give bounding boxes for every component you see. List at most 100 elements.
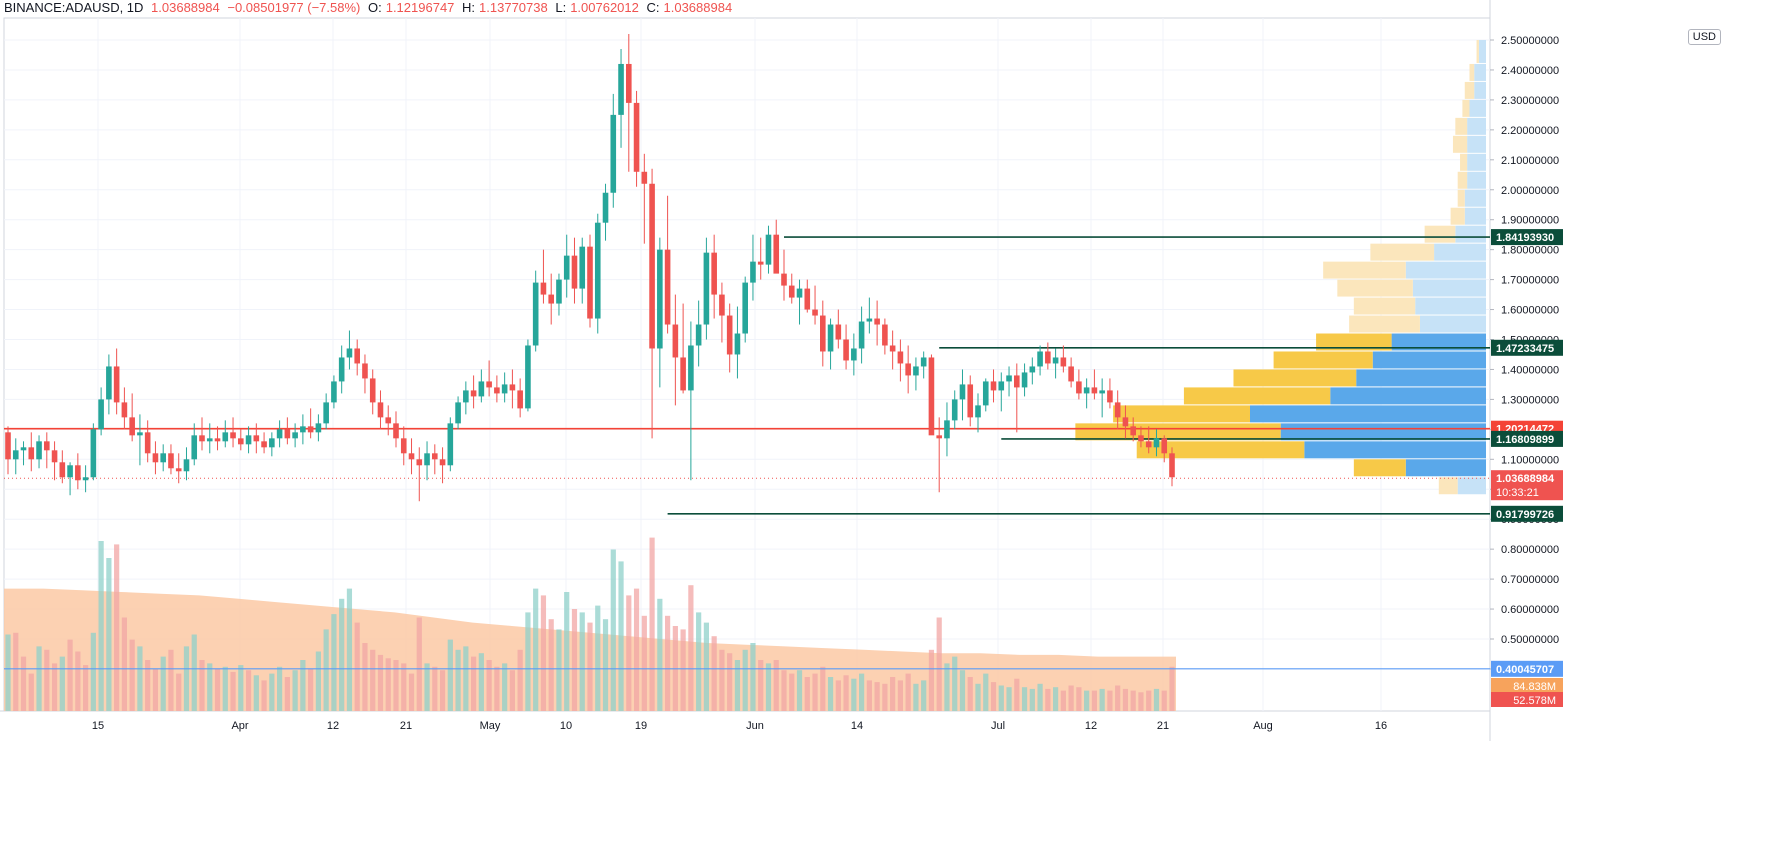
candle-body	[206, 438, 213, 442]
price-tick-label: 0.80000000	[1501, 544, 1559, 556]
volume-bar	[517, 649, 523, 711]
time-tick-label: May	[480, 720, 501, 732]
volume-bar	[773, 660, 779, 711]
symbol-label[interactable]: BINANCE:ADAUSD, 1D	[4, 0, 144, 15]
volume-bar	[245, 670, 252, 711]
vp-bar-down	[1330, 387, 1486, 405]
vp-bar-up	[1323, 261, 1406, 279]
volume-bar	[851, 678, 857, 711]
price-tick-label: 2.50000000	[1501, 35, 1559, 47]
currency-button[interactable]: USD	[1687, 29, 1721, 45]
vp-bar-down	[1467, 153, 1486, 171]
volume-bar	[789, 673, 795, 711]
candle-body	[944, 420, 950, 439]
candle-body	[455, 402, 461, 424]
candle-body	[1114, 402, 1121, 418]
price-tick-label: 2.00000000	[1501, 185, 1559, 197]
candle-body	[470, 390, 477, 397]
vp-bar-up	[1113, 405, 1250, 423]
volume-bar	[921, 680, 927, 711]
vp-bar-up	[1316, 333, 1392, 351]
candle-body	[688, 345, 694, 391]
volume-bar	[556, 629, 562, 711]
volume-bar	[1091, 690, 1097, 711]
candle-body	[463, 390, 469, 403]
volume-bar	[222, 666, 228, 711]
candle-body	[851, 348, 857, 361]
time-tick-label: 16	[1375, 720, 1387, 732]
volume-bar	[571, 609, 578, 711]
vp-bar-up	[1353, 459, 1406, 477]
price-tick-label: 1.30000000	[1501, 394, 1559, 406]
candle-body	[1037, 351, 1043, 367]
candle-body	[726, 315, 733, 355]
volume-bar	[261, 680, 267, 711]
candle-body	[711, 252, 717, 295]
time-tick-label: 10	[560, 720, 572, 732]
candle-body	[269, 438, 275, 448]
low-label: L:	[555, 0, 567, 15]
candle-body	[59, 462, 66, 478]
volume-bar	[587, 622, 593, 711]
volume-bar	[59, 656, 65, 711]
time-tick-label: 21	[1157, 720, 1169, 732]
candle-body	[1153, 438, 1160, 448]
volume-bar	[1161, 690, 1167, 711]
candle-body	[408, 453, 415, 460]
volume-bar	[509, 670, 515, 711]
candle-body	[703, 252, 710, 325]
candle-body	[765, 234, 772, 265]
candle-body	[525, 345, 531, 409]
volume-bar	[890, 677, 896, 711]
candle-body	[168, 453, 174, 469]
price-tick-label: 1.60000000	[1501, 305, 1559, 317]
price-tick-label: 2.20000000	[1501, 125, 1559, 137]
volume-bar	[540, 595, 547, 711]
candle-body	[959, 384, 966, 400]
volume-bar	[665, 615, 671, 711]
candle-body	[12, 450, 19, 460]
volume-bar	[1122, 688, 1129, 711]
volume-bar	[168, 649, 174, 711]
level-price-tag	[1491, 660, 1563, 677]
candle-body	[439, 459, 446, 466]
candle-body	[307, 426, 314, 433]
volume-bar	[331, 614, 337, 711]
candle-body	[51, 450, 58, 463]
time-tick-label: 15	[92, 720, 104, 732]
volume-bar	[75, 651, 81, 711]
close-value: 1.03688984	[663, 0, 733, 15]
volume-bar	[152, 668, 159, 711]
price-tick-label: 2.40000000	[1501, 65, 1559, 77]
candle-body	[1060, 357, 1067, 367]
candle-body	[82, 477, 89, 481]
candle-body	[773, 234, 780, 274]
volume-bar	[913, 683, 919, 711]
vp-bar-up	[1233, 369, 1357, 387]
candle-body	[478, 381, 485, 397]
time-tick-label: 12	[1085, 720, 1097, 732]
candle-body	[1076, 381, 1082, 394]
volume-bar	[618, 561, 624, 711]
volume-bar	[595, 605, 601, 711]
level-price-label: 0.91799726	[1496, 509, 1554, 521]
level-price-label: 1.47233475	[1496, 343, 1554, 355]
volume-bar	[191, 634, 197, 711]
volume-bar	[377, 654, 384, 711]
volume-bar	[1029, 688, 1035, 711]
candle-body	[509, 384, 516, 391]
time-tick-label: Jun	[746, 720, 764, 732]
volume-bar	[820, 666, 826, 711]
volume-bar	[897, 680, 903, 711]
volume-bar	[145, 660, 151, 711]
vp-bar-down	[1467, 117, 1486, 135]
volume-bar	[1076, 687, 1082, 711]
candle-body	[967, 384, 974, 418]
volume-bar	[1084, 690, 1090, 711]
vp-bar-down	[1467, 135, 1486, 153]
volume-bar	[696, 612, 702, 711]
volume-bar	[859, 673, 865, 711]
candle-body	[1006, 375, 1012, 382]
